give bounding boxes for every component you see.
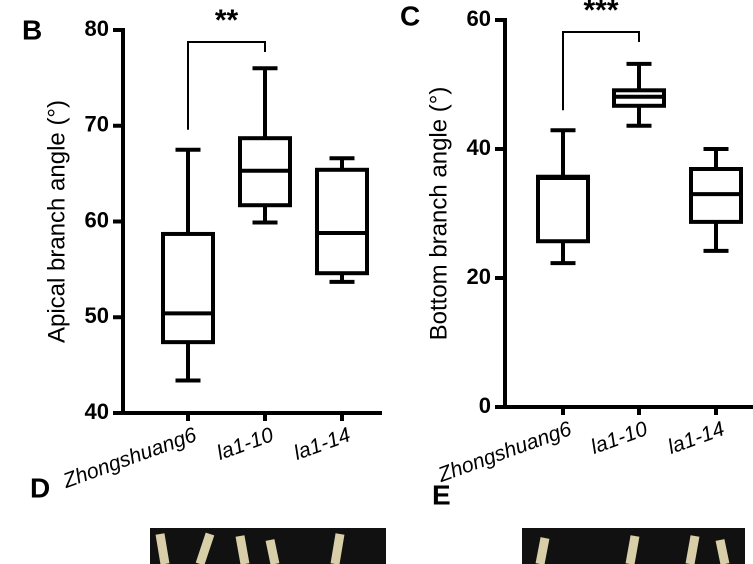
panel-label: E (432, 479, 451, 510)
panel-label: D (30, 472, 50, 503)
x-tick-label: la1-14 (665, 417, 728, 459)
x-tick-label: la1-14 (291, 423, 354, 465)
y-tick-label: 60 (467, 6, 491, 31)
x-tick-label: la1-10 (214, 423, 277, 465)
y-tick-label: 20 (467, 264, 491, 289)
y-tick-label: 60 (85, 207, 109, 232)
photo-d-stalks (155, 532, 345, 564)
y-tick-label: 50 (85, 303, 109, 328)
photo-e-stalks (535, 535, 730, 564)
significance-label: *** (583, 0, 618, 27)
x-tick-label: Zhongshuang6 (59, 423, 200, 493)
box (315, 167, 369, 276)
box (161, 231, 215, 345)
significance-bracket (562, 31, 640, 111)
y-tick-label: 80 (85, 16, 109, 41)
y-axis-label: Apical branch angle (°) (43, 100, 70, 343)
significance-label: ** (215, 4, 239, 37)
y-tick-label: 40 (85, 399, 109, 424)
x-tick-label: la1-10 (588, 417, 651, 459)
y-tick-label: 70 (85, 112, 109, 137)
significance-bracket (187, 41, 266, 130)
panel-label: C (400, 0, 420, 31)
x-tick-label: Zhongshuang6 (434, 417, 575, 487)
y-tick-label: 40 (467, 135, 491, 160)
y-tick-label: 0 (479, 393, 491, 418)
y-axis-label: Bottom branch angle (°) (425, 87, 452, 341)
panel-label: B (22, 14, 42, 45)
box (536, 174, 590, 244)
